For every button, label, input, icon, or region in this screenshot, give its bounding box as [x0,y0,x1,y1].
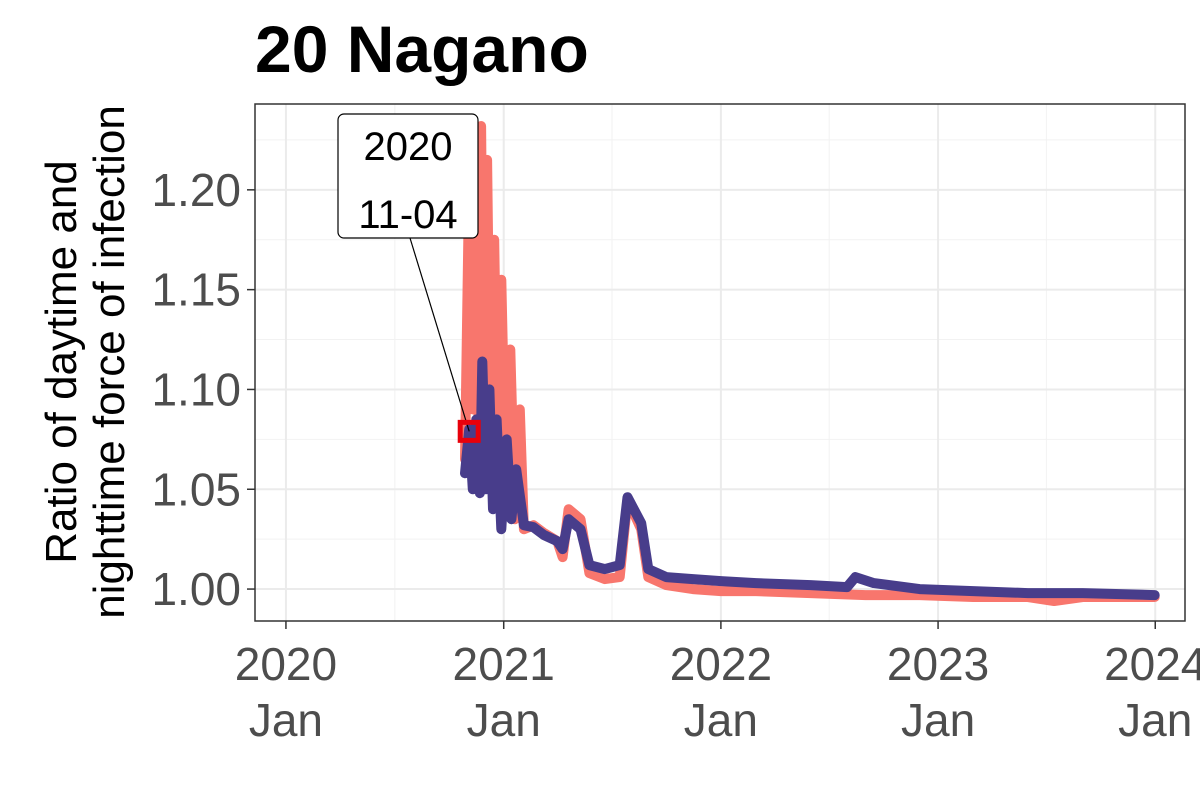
series-line-1 [460,121,1160,606]
x-tick-label-year: 2022 [670,638,772,690]
y-axis-ticks: 1.00 1.05 1.10 1.15 1.20 [151,164,255,615]
annotation-marker [457,419,481,443]
y-axis-label-line-2: nighttime force of infection [85,105,134,619]
x-tick-label-month: Jan [249,694,323,746]
x-tick-label-year: 2021 [453,638,555,690]
annotation-box [337,113,479,239]
x-tick-label-month: Jan [684,694,758,746]
annotation-text-line-2: 11-04 [358,193,457,237]
x-tick-label-year: 2023 [887,638,989,690]
plot-panel-border [254,103,1186,622]
x-tick-label-month: Jan [901,694,975,746]
x-tick-label-year: 2024 [1104,638,1200,690]
y-axis-label: Ratio of daytime and nighttime force of … [37,105,134,619]
y-tick-label: 1.20 [151,164,241,216]
series-line-2 [460,356,1160,601]
chart-title: 20 Nagano [255,12,589,86]
series-layer [460,121,1160,606]
y-tick-label: 1.00 [151,563,241,615]
x-tick-label-year: 2020 [235,638,337,690]
y-tick-label: 1.10 [151,363,241,415]
y-tick-label: 1.15 [151,264,241,316]
x-tick-label-month: Jan [467,694,541,746]
annotation-leader-line [409,237,470,432]
annotation-text-line-1: 2020 [364,125,453,169]
x-tick-label-month: Jan [1118,694,1192,746]
y-tick-label: 1.05 [151,463,241,515]
annotation: 2020 11-04 [337,113,481,443]
y-axis-label-line-1: Ratio of daytime and [37,160,86,564]
